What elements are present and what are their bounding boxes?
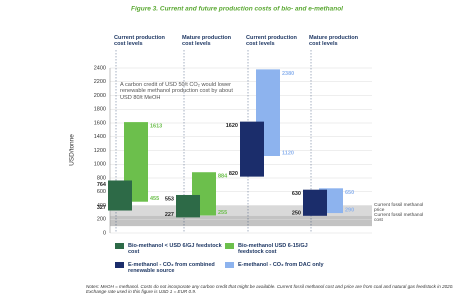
value-label: 250 bbox=[292, 210, 301, 216]
y-tick-label: 1000 bbox=[94, 162, 106, 168]
y-tick-label: 800 bbox=[97, 175, 106, 181]
value-label: 884 bbox=[218, 174, 228, 180]
value-label: 764 bbox=[97, 182, 107, 188]
value-label: 227 bbox=[165, 212, 174, 218]
notes: Notes: MeOH = methanol. Costs do not inc… bbox=[86, 284, 454, 295]
y-tick-label: 1400 bbox=[94, 134, 106, 140]
legend-label: E-methanol - CO₂ from combined renewable… bbox=[128, 262, 215, 275]
group-label: Mature production cost levels bbox=[309, 35, 359, 48]
value-label: 290 bbox=[345, 208, 354, 214]
y-tick-label: 1800 bbox=[94, 107, 106, 113]
value-label: 553 bbox=[165, 196, 174, 202]
legend-item: Bio-methanol < USD 6/GJ feedstock cost bbox=[115, 243, 223, 256]
group-label: Current production cost levels bbox=[114, 35, 165, 48]
value-label: 455 bbox=[150, 196, 159, 202]
y-tick-label: 200 bbox=[97, 217, 106, 223]
bar bbox=[108, 180, 132, 211]
legend-swatch bbox=[225, 262, 234, 268]
legend-swatch bbox=[115, 262, 124, 268]
bar bbox=[176, 194, 200, 218]
bar bbox=[240, 121, 264, 177]
y-axis-label: USD/tonne bbox=[69, 134, 76, 166]
legend-swatch bbox=[115, 243, 124, 249]
y-tick-label: 600 bbox=[97, 189, 106, 195]
value-label: 327 bbox=[97, 205, 106, 211]
annotation: A carbon credit of USD 50/t CO₂ would lo… bbox=[120, 82, 233, 101]
y-tick-label: 0 bbox=[103, 230, 106, 236]
legend-item: E-methanol - CO₂ from DAC only bbox=[225, 262, 333, 268]
value-label: 630 bbox=[292, 191, 301, 197]
group-label: Current production cost levels bbox=[246, 35, 297, 48]
value-label: 650 bbox=[345, 190, 354, 196]
band-label: Current fossil methanol price bbox=[374, 202, 424, 214]
group-label: Mature production cost levels bbox=[182, 35, 232, 48]
fossil-band bbox=[110, 205, 372, 216]
y-tick-label: 2200 bbox=[94, 79, 106, 85]
value-label: 1120 bbox=[282, 150, 294, 156]
legend-item: Bio-methanol USD 6-15/GJ feedstock cost bbox=[225, 243, 333, 256]
bar bbox=[303, 189, 327, 216]
value-label: 2380 bbox=[282, 71, 294, 77]
chart-title: Figure 3. Current and future production … bbox=[131, 6, 343, 13]
band-label: Current fossil methanol cost bbox=[374, 212, 424, 224]
legend-item: E-methanol - CO₂ from combined renewable… bbox=[115, 262, 223, 275]
legend-label: Bio-methanol < USD 6/GJ feedstock cost bbox=[128, 243, 222, 256]
y-tick-label: 2000 bbox=[94, 93, 106, 99]
value-label: 1620 bbox=[226, 123, 238, 129]
value-label: 820 bbox=[229, 171, 238, 177]
value-label: 255 bbox=[218, 210, 227, 216]
y-tick-label: 400 bbox=[97, 203, 106, 209]
y-tick-label: 2400 bbox=[94, 65, 106, 71]
legend-swatch bbox=[225, 243, 234, 249]
y-tick-label: 1200 bbox=[94, 148, 106, 154]
fossil-band bbox=[110, 215, 372, 227]
value-label: 1613 bbox=[150, 124, 162, 130]
legend-label: E-methanol - CO₂ from DAC only bbox=[238, 262, 324, 268]
legend-label: Bio-methanol USD 6-15/GJ feedstock cost bbox=[238, 243, 308, 256]
y-tick-label: 1600 bbox=[94, 120, 106, 126]
